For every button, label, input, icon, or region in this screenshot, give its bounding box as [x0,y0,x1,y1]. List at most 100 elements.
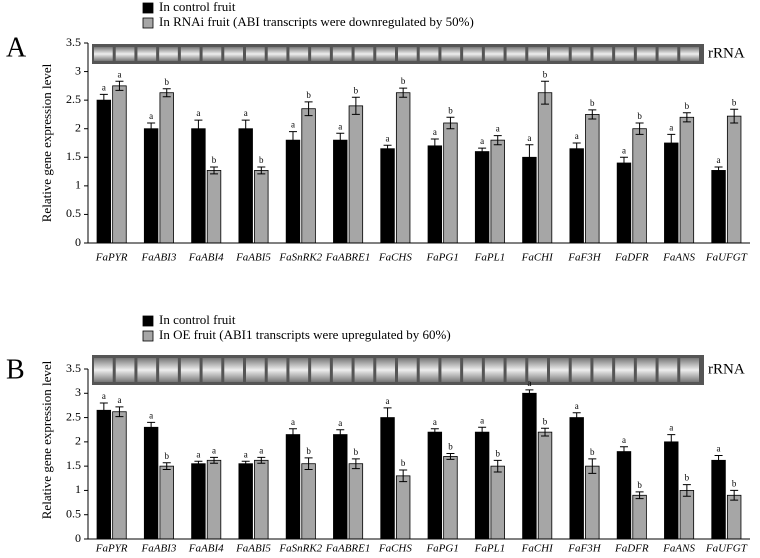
x-tick-label: FaABRE1 [325,252,371,264]
gel-band [137,358,157,382]
error-bar [682,112,691,123]
error-bar [194,119,203,138]
bar [301,108,316,244]
y-axis-label: Relative gene expression level [39,360,54,519]
error-bar [430,428,439,437]
gel-band [658,358,678,382]
gel-band [484,358,504,382]
bar [159,465,174,540]
gel-band [528,47,547,61]
gel-band [506,47,526,61]
gel-band [571,47,591,61]
y-tick-label: 0 [75,235,81,249]
x-tick-label: FaF3H [567,543,601,555]
bar [395,475,411,540]
error-bar [399,87,408,98]
error-bar [572,142,581,155]
gel-band [463,358,482,382]
error-bar [714,166,723,175]
significance-label: b [732,97,737,107]
error-bar [730,108,739,124]
significance-label: a [433,417,437,427]
bar [522,392,537,540]
significance-label: a [622,435,626,445]
error-bar [351,96,360,115]
bar [664,142,679,244]
gel-band [680,358,699,382]
significance-label: b [543,69,548,79]
error-bar [493,459,502,473]
bar [395,92,411,244]
gel-band [550,47,569,61]
gel-band [550,358,569,382]
error-bar [619,156,628,170]
bar [238,463,253,540]
error-bar [115,406,124,418]
error-bar [619,446,628,457]
significance-label: a [338,418,342,428]
bar [679,490,695,540]
significance-label: b [164,77,169,87]
significance-label: a [259,445,263,455]
error-bar [383,407,392,428]
gel-label: rRNA [708,45,745,61]
gel-band [267,358,287,382]
panel-label: A [6,32,27,63]
error-bar [257,456,266,464]
gel-band [159,358,178,382]
x-tick-label: FaABI4 [188,252,224,264]
gel-band [246,358,265,382]
gel-band [680,47,699,61]
bar [112,411,127,540]
legend-label: In RNAi fruit (ABI transcripts were down… [159,14,474,29]
y-tick-label: 1.5 [66,458,81,472]
significance-label: a [291,120,295,130]
x-tick-label: FaCHI [521,252,555,264]
error-bar [572,412,581,423]
significance-label: a [117,395,121,405]
significance-label: b [685,473,690,483]
gel-band [441,358,461,382]
significance-label: a [102,391,106,401]
panel-label: B [6,354,25,385]
gel-band [180,358,200,382]
error-bar [446,453,455,460]
y-axis-label: Relative gene expression level [39,63,54,222]
y-tick-label: 2.5 [66,92,81,106]
significance-label: b [306,446,311,456]
significance-label: a [244,449,248,459]
significance-label: a [480,136,484,146]
bar [585,465,600,540]
gel-band [94,358,113,382]
significance-label: a [575,401,579,411]
significance-label: a [149,410,153,420]
significance-label: a [244,108,248,118]
x-tick-label: FaABI3 [141,543,177,555]
bar [474,431,490,540]
significance-label: a [212,445,216,455]
bar [632,128,647,244]
error-bar [541,80,550,105]
y-tick-label: 2.5 [66,409,81,423]
legend-swatch [142,330,154,342]
gel-band [94,47,113,61]
bar [301,463,316,540]
significance-label: a [622,145,626,155]
x-tick-label: FaPL1 [474,543,506,555]
bar [285,434,301,540]
gel-band [528,358,547,382]
x-tick-label: FaCHI [521,543,555,555]
error-bar [304,457,313,471]
error-bar [446,116,455,130]
bar [679,116,695,244]
bar [726,115,742,244]
bar [443,456,458,540]
gel-band [419,47,439,61]
bar [537,92,553,244]
bar [664,441,679,540]
gel-band [636,47,656,61]
significance-label: a [496,124,500,134]
gel-band [636,358,656,382]
gel-band [224,47,243,61]
